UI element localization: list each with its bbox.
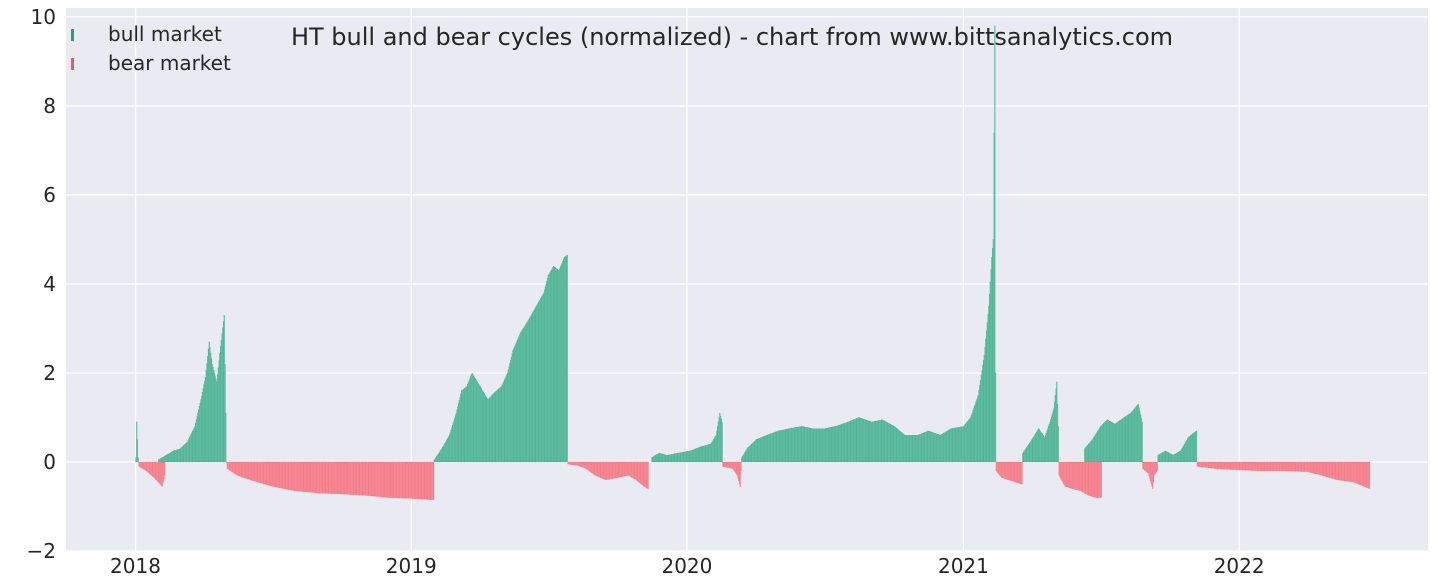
bear-bar	[433, 461, 435, 500]
bull-bar	[1141, 421, 1143, 463]
x-tick-labels: 2018 2019 2020 2021 2022	[110, 554, 1265, 578]
y-tick-label: 8	[43, 94, 56, 118]
legend: bull market bear market	[71, 22, 231, 75]
bear-bar	[164, 461, 166, 476]
bull-bar	[225, 412, 227, 463]
bull-bar	[721, 421, 723, 463]
x-tick-label: 2020	[661, 554, 712, 578]
bull-bar	[995, 372, 997, 463]
bull-bar	[566, 254, 568, 463]
chart-title: HT bull and bear cycles (normalized) - c…	[291, 23, 1173, 51]
bull-bar	[137, 457, 139, 463]
y-tick-label: 0	[43, 450, 56, 474]
bear-bar	[740, 461, 742, 471]
x-tick-label: 2022	[1214, 554, 1265, 578]
bull-bar	[1057, 426, 1059, 463]
bull-bar	[136, 439, 138, 463]
legend-label-bear: bear market	[108, 51, 231, 75]
legend-swatch-bear	[71, 58, 74, 70]
legend-swatch-bull	[71, 29, 74, 41]
bear-bar	[739, 461, 741, 487]
y-tick-label: 6	[43, 183, 56, 207]
x-tick-label: 2018	[110, 554, 161, 578]
bear-bar	[1156, 461, 1158, 471]
legend-label-bull: bull market	[108, 22, 222, 46]
bear-bar	[1100, 461, 1102, 498]
bear-bar	[1369, 461, 1371, 489]
x-tick-label: 2021	[938, 554, 989, 578]
y-tick-label: 10	[31, 5, 56, 29]
y-tick-labels: −2 0 2 4 6 8 10	[27, 5, 56, 563]
bars	[135, 25, 1371, 500]
bull-bar	[994, 25, 996, 463]
bear-bar	[1021, 461, 1023, 485]
y-tick-label: 2	[43, 361, 56, 385]
bear-bar	[647, 461, 649, 489]
y-tick-label: 4	[43, 272, 56, 296]
bull-bar	[1196, 430, 1198, 463]
x-tick-label: 2019	[386, 554, 437, 578]
y-tick-label: −2	[27, 539, 56, 563]
